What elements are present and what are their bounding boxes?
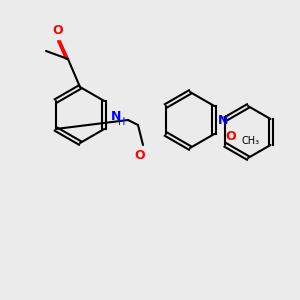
Text: O: O [225,130,236,143]
Text: O: O [53,24,63,37]
Text: CH₃: CH₃ [242,136,260,146]
Text: O: O [135,149,145,162]
Text: H: H [118,117,126,127]
Text: N: N [218,113,228,127]
Text: N: N [111,110,121,124]
